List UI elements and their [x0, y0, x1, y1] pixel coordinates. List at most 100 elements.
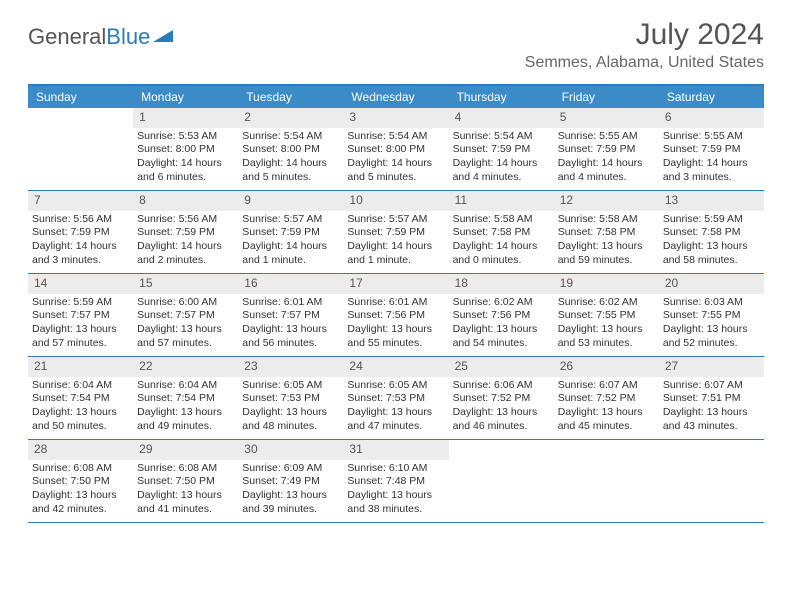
sunset-text: Sunset: 7:58 PM [663, 226, 760, 240]
week-row: 14Sunrise: 5:59 AMSunset: 7:57 PMDayligh… [28, 274, 764, 357]
sunrise-text: Sunrise: 6:00 AM [137, 296, 234, 310]
day-body: Sunrise: 6:08 AMSunset: 7:50 PMDaylight:… [28, 460, 133, 521]
day-body: Sunrise: 5:56 AMSunset: 7:59 PMDaylight:… [133, 211, 238, 272]
sunset-text: Sunset: 7:55 PM [558, 309, 655, 323]
daylight-text: Daylight: 14 hours and 1 minute. [242, 240, 339, 267]
day-cell: 9Sunrise: 5:57 AMSunset: 7:59 PMDaylight… [238, 191, 343, 273]
daylight-text: Daylight: 13 hours and 45 minutes. [558, 406, 655, 433]
day-cell: 30Sunrise: 6:09 AMSunset: 7:49 PMDayligh… [238, 440, 343, 522]
day-body: Sunrise: 6:07 AMSunset: 7:51 PMDaylight:… [659, 377, 764, 438]
day-cell: 18Sunrise: 6:02 AMSunset: 7:56 PMDayligh… [449, 274, 554, 356]
day-cell: 6Sunrise: 5:55 AMSunset: 7:59 PMDaylight… [659, 108, 764, 190]
daylight-text: Daylight: 14 hours and 5 minutes. [242, 157, 339, 184]
sunset-text: Sunset: 7:59 PM [663, 143, 760, 157]
sunset-text: Sunset: 7:54 PM [32, 392, 129, 406]
day-number: 9 [238, 191, 343, 211]
weekday-header: Thursday [449, 86, 554, 108]
day-body: Sunrise: 6:03 AMSunset: 7:55 PMDaylight:… [659, 294, 764, 355]
day-cell: 12Sunrise: 5:58 AMSunset: 7:58 PMDayligh… [554, 191, 659, 273]
sunrise-text: Sunrise: 5:59 AM [663, 213, 760, 227]
day-number: 11 [449, 191, 554, 211]
day-cell: 25Sunrise: 6:06 AMSunset: 7:52 PMDayligh… [449, 357, 554, 439]
day-number: 3 [343, 108, 448, 128]
logo-text-2: Blue [106, 24, 150, 50]
sunset-text: Sunset: 7:52 PM [558, 392, 655, 406]
daylight-text: Daylight: 13 hours and 53 minutes. [558, 323, 655, 350]
title-block: July 2024 Semmes, Alabama, United States [525, 18, 764, 72]
day-cell: 27Sunrise: 6:07 AMSunset: 7:51 PMDayligh… [659, 357, 764, 439]
daylight-text: Daylight: 14 hours and 4 minutes. [453, 157, 550, 184]
day-number: 6 [659, 108, 764, 128]
day-cell: 15Sunrise: 6:00 AMSunset: 7:57 PMDayligh… [133, 274, 238, 356]
daylight-text: Daylight: 14 hours and 5 minutes. [347, 157, 444, 184]
weekday-header: Sunday [28, 86, 133, 108]
sunset-text: Sunset: 7:58 PM [558, 226, 655, 240]
sunrise-text: Sunrise: 6:03 AM [663, 296, 760, 310]
day-cell [659, 440, 764, 522]
day-cell: 24Sunrise: 6:05 AMSunset: 7:53 PMDayligh… [343, 357, 448, 439]
sunset-text: Sunset: 7:59 PM [558, 143, 655, 157]
daylight-text: Daylight: 13 hours and 52 minutes. [663, 323, 760, 350]
day-body: Sunrise: 5:53 AMSunset: 8:00 PMDaylight:… [133, 128, 238, 189]
sunset-text: Sunset: 7:50 PM [32, 475, 129, 489]
location-text: Semmes, Alabama, United States [525, 54, 764, 72]
day-cell: 26Sunrise: 6:07 AMSunset: 7:52 PMDayligh… [554, 357, 659, 439]
daylight-text: Daylight: 13 hours and 48 minutes. [242, 406, 339, 433]
day-cell: 7Sunrise: 5:56 AMSunset: 7:59 PMDaylight… [28, 191, 133, 273]
day-cell: 21Sunrise: 6:04 AMSunset: 7:54 PMDayligh… [28, 357, 133, 439]
sunset-text: Sunset: 7:53 PM [347, 392, 444, 406]
sunrise-text: Sunrise: 5:54 AM [347, 130, 444, 144]
weekday-header: Monday [133, 86, 238, 108]
daylight-text: Daylight: 14 hours and 4 minutes. [558, 157, 655, 184]
day-number: 10 [343, 191, 448, 211]
sunset-text: Sunset: 7:53 PM [242, 392, 339, 406]
daylight-text: Daylight: 13 hours and 39 minutes. [242, 489, 339, 516]
day-cell [554, 440, 659, 522]
day-number: 21 [28, 357, 133, 377]
day-number: 7 [28, 191, 133, 211]
day-number: 30 [238, 440, 343, 460]
daylight-text: Daylight: 14 hours and 3 minutes. [663, 157, 760, 184]
day-cell: 1Sunrise: 5:53 AMSunset: 8:00 PMDaylight… [133, 108, 238, 190]
sunrise-text: Sunrise: 6:07 AM [663, 379, 760, 393]
day-body: Sunrise: 6:04 AMSunset: 7:54 PMDaylight:… [28, 377, 133, 438]
sunset-text: Sunset: 7:48 PM [347, 475, 444, 489]
sunset-text: Sunset: 8:00 PM [242, 143, 339, 157]
weekday-header: Saturday [659, 86, 764, 108]
sunrise-text: Sunrise: 6:05 AM [242, 379, 339, 393]
day-number: 13 [659, 191, 764, 211]
daylight-text: Daylight: 13 hours and 57 minutes. [137, 323, 234, 350]
day-body: Sunrise: 6:02 AMSunset: 7:55 PMDaylight:… [554, 294, 659, 355]
sunrise-text: Sunrise: 5:53 AM [137, 130, 234, 144]
day-number: 29 [133, 440, 238, 460]
sunrise-text: Sunrise: 6:09 AM [242, 462, 339, 476]
header: GeneralBlue July 2024 Semmes, Alabama, U… [0, 0, 792, 76]
daylight-text: Daylight: 14 hours and 3 minutes. [32, 240, 129, 267]
daylight-text: Daylight: 14 hours and 0 minutes. [453, 240, 550, 267]
day-cell: 14Sunrise: 5:59 AMSunset: 7:57 PMDayligh… [28, 274, 133, 356]
day-number: 25 [449, 357, 554, 377]
day-body: Sunrise: 6:06 AMSunset: 7:52 PMDaylight:… [449, 377, 554, 438]
sunset-text: Sunset: 7:52 PM [453, 392, 550, 406]
day-number: 18 [449, 274, 554, 294]
day-number: 4 [449, 108, 554, 128]
day-cell: 23Sunrise: 6:05 AMSunset: 7:53 PMDayligh… [238, 357, 343, 439]
sunrise-text: Sunrise: 5:57 AM [242, 213, 339, 227]
day-number: 28 [28, 440, 133, 460]
daylight-text: Daylight: 14 hours and 2 minutes. [137, 240, 234, 267]
day-body: Sunrise: 6:07 AMSunset: 7:52 PMDaylight:… [554, 377, 659, 438]
sunset-text: Sunset: 8:00 PM [137, 143, 234, 157]
day-cell: 31Sunrise: 6:10 AMSunset: 7:48 PMDayligh… [343, 440, 448, 522]
daylight-text: Daylight: 14 hours and 1 minute. [347, 240, 444, 267]
day-number: 31 [343, 440, 448, 460]
weekday-header: Friday [554, 86, 659, 108]
day-cell: 5Sunrise: 5:55 AMSunset: 7:59 PMDaylight… [554, 108, 659, 190]
month-title: July 2024 [525, 18, 764, 52]
daylight-text: Daylight: 13 hours and 41 minutes. [137, 489, 234, 516]
day-cell: 4Sunrise: 5:54 AMSunset: 7:59 PMDaylight… [449, 108, 554, 190]
day-body: Sunrise: 5:57 AMSunset: 7:59 PMDaylight:… [343, 211, 448, 272]
sunset-text: Sunset: 7:50 PM [137, 475, 234, 489]
week-row: 21Sunrise: 6:04 AMSunset: 7:54 PMDayligh… [28, 357, 764, 440]
day-number: 14 [28, 274, 133, 294]
day-number: 17 [343, 274, 448, 294]
